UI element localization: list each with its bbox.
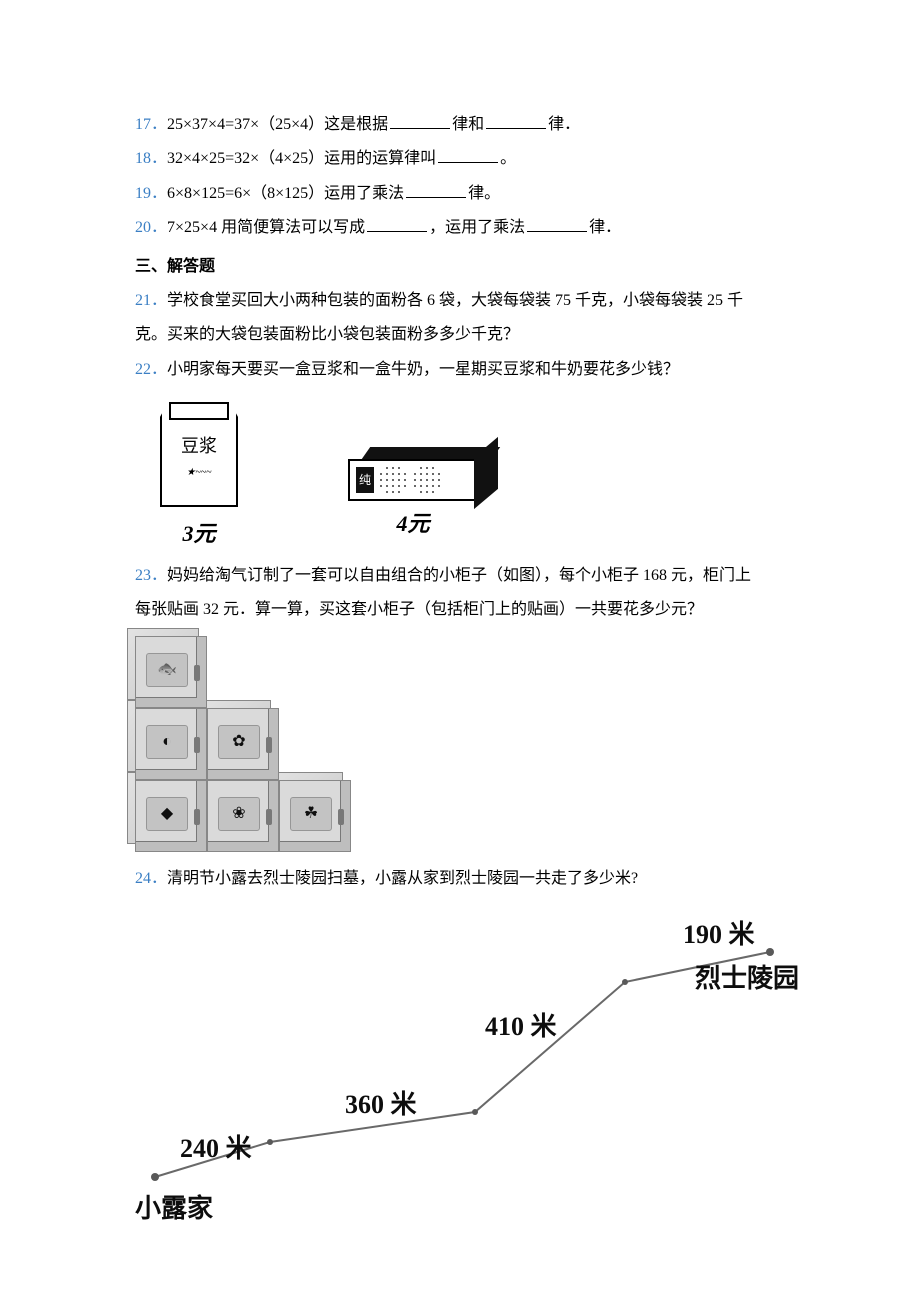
- blank: [486, 111, 546, 129]
- milkbox-wrapper: 纯 4元: [348, 447, 478, 545]
- knob-icon: [194, 809, 200, 825]
- q22-illustration-row: 豆浆 ★~~~ 3元 纯 4元: [160, 397, 790, 555]
- q20-text1: 7×25×4 用简便算法可以写成: [167, 219, 365, 236]
- section-3-header: 三、解答题: [135, 252, 790, 282]
- question-18: 18．32×4×25=32×（4×25）运用的运算律叫 。: [135, 144, 790, 174]
- soymilk-price: 3元: [160, 513, 238, 555]
- q24-text: 清明节小露去烈士陵园扫墓，小露从家到烈士陵园一共走了多少米?: [167, 870, 638, 887]
- question-24: 24．清明节小露去烈士陵园扫墓，小露从家到烈士陵园一共走了多少米?: [135, 864, 790, 894]
- path-point: [267, 1139, 273, 1145]
- q24-path-diagram: 240 米 360 米 410 米 190 米 小露家 烈士陵园: [135, 902, 790, 1212]
- cabinet-cube: ❀: [207, 780, 279, 852]
- distance-label-2: 360 米: [345, 1080, 417, 1129]
- question-22: 22．小明家每天要买一盒豆浆和一盒牛奶，一星期买豆浆和牛奶要花多少钱？: [135, 355, 790, 385]
- question-23-line2: 每张贴画 32 元．算一算，买这套小柜子（包括柜门上的贴画）一共要花多少元？: [135, 595, 790, 625]
- blank: [367, 215, 427, 233]
- sticker-icon: ☘: [290, 797, 332, 831]
- milk-box-icon: 纯: [348, 447, 478, 497]
- q21-num: 21．: [135, 292, 167, 309]
- question-21: 21．学校食堂买回大小两种包装的面粉各 6 袋，大袋每袋装 75 千克，小袋每袋…: [135, 286, 790, 316]
- carton-decor: ★~~~: [186, 463, 211, 482]
- blank: [406, 180, 466, 198]
- q24-num: 24．: [135, 870, 167, 887]
- q23-cabinet-figure: 🐟 ◐ ✿ ◆ ❀ ☘: [135, 636, 790, 852]
- knob-icon: [194, 665, 200, 681]
- cabinet-cube: ◆: [135, 780, 207, 852]
- cabinet-cube: ☘: [279, 780, 351, 852]
- question-21-line2: 克。买来的大袋包装面粉比小袋包装面粉多多少千克？: [135, 320, 790, 350]
- sticker-icon: ◐: [146, 725, 188, 759]
- q20-mid: ，运用了乘法: [429, 219, 525, 236]
- blank: [390, 111, 450, 129]
- milk-char: 纯: [356, 467, 374, 493]
- knob-icon: [194, 737, 200, 753]
- cabinet-cube: 🐟: [135, 636, 207, 708]
- q18-tail: 。: [500, 150, 516, 167]
- knob-icon: [266, 809, 272, 825]
- q21-line1: 学校食堂买回大小两种包装的面粉各 6 袋，大袋每袋装 75 千克，小袋每袋装 2…: [167, 292, 743, 309]
- milk-decor-icon: [412, 465, 442, 495]
- milk-front-face: 纯: [348, 459, 478, 501]
- q17-num: 17．: [135, 116, 167, 133]
- soymilk-carton-icon: 豆浆 ★~~~: [160, 397, 238, 507]
- question-20: 20．7×25×4 用简便算法可以写成 ，运用了乘法 律．: [135, 213, 790, 243]
- soymilk-carton-wrapper: 豆浆 ★~~~ 3元: [160, 397, 238, 555]
- knob-icon: [338, 809, 344, 825]
- path-point: [622, 979, 628, 985]
- path-point-start: [151, 1173, 159, 1181]
- q18-text: 32×4×25=32×（4×25）运用的运算律叫: [167, 150, 436, 167]
- q22-num: 22．: [135, 361, 167, 378]
- knob-icon: [266, 737, 272, 753]
- q23-line1: 妈妈给淘气订制了一套可以自由组合的小柜子（如图），每个小柜子 168 元，柜门上: [167, 567, 751, 584]
- q22-text: 小明家每天要买一盒豆浆和一盒牛奶，一星期买豆浆和牛奶要花多少钱？: [167, 361, 679, 378]
- q20-tail: 律．: [589, 219, 621, 236]
- q17-tail2: 律．: [548, 116, 580, 133]
- q23-num: 23．: [135, 567, 167, 584]
- q20-num: 20．: [135, 219, 167, 236]
- q17-tail1: 律和: [452, 116, 484, 133]
- distance-label-3: 410 米: [485, 1002, 557, 1051]
- blank: [438, 146, 498, 164]
- q17-text: 25×37×4=37×（25×4）这是根据: [167, 116, 388, 133]
- distance-label-4: 190 米: [683, 910, 755, 959]
- end-label: 烈士陵园: [695, 954, 799, 1003]
- sticker-icon: 🐟: [146, 653, 188, 687]
- question-19: 19．6×8×125=6×（8×125）运用了乘法 律。: [135, 179, 790, 209]
- distance-label-1: 240 米: [180, 1124, 252, 1173]
- path-point: [472, 1109, 478, 1115]
- blank: [527, 215, 587, 233]
- cabinet-cube: ✿: [207, 708, 279, 780]
- q19-num: 19．: [135, 185, 167, 202]
- q18-num: 18．: [135, 150, 167, 167]
- cabinet-grid: 🐟 ◐ ✿ ◆ ❀ ☘: [135, 636, 351, 852]
- carton-label: 豆浆: [181, 429, 217, 463]
- q19-text: 6×8×125=6×（8×125）运用了乘法: [167, 185, 404, 202]
- question-17: 17．25×37×4=37×（25×4）这是根据 律和 律．: [135, 110, 790, 140]
- start-label: 小露家: [135, 1184, 213, 1233]
- sticker-icon: ◆: [146, 797, 188, 831]
- milk-price: 4元: [348, 503, 478, 545]
- sticker-icon: ❀: [218, 797, 260, 831]
- question-23: 23．妈妈给淘气订制了一套可以自由组合的小柜子（如图），每个小柜子 168 元，…: [135, 561, 790, 591]
- milk-decor-icon: [378, 465, 408, 495]
- q19-tail: 律。: [468, 185, 500, 202]
- cabinet-cube: ◐: [135, 708, 207, 780]
- sticker-icon: ✿: [218, 725, 260, 759]
